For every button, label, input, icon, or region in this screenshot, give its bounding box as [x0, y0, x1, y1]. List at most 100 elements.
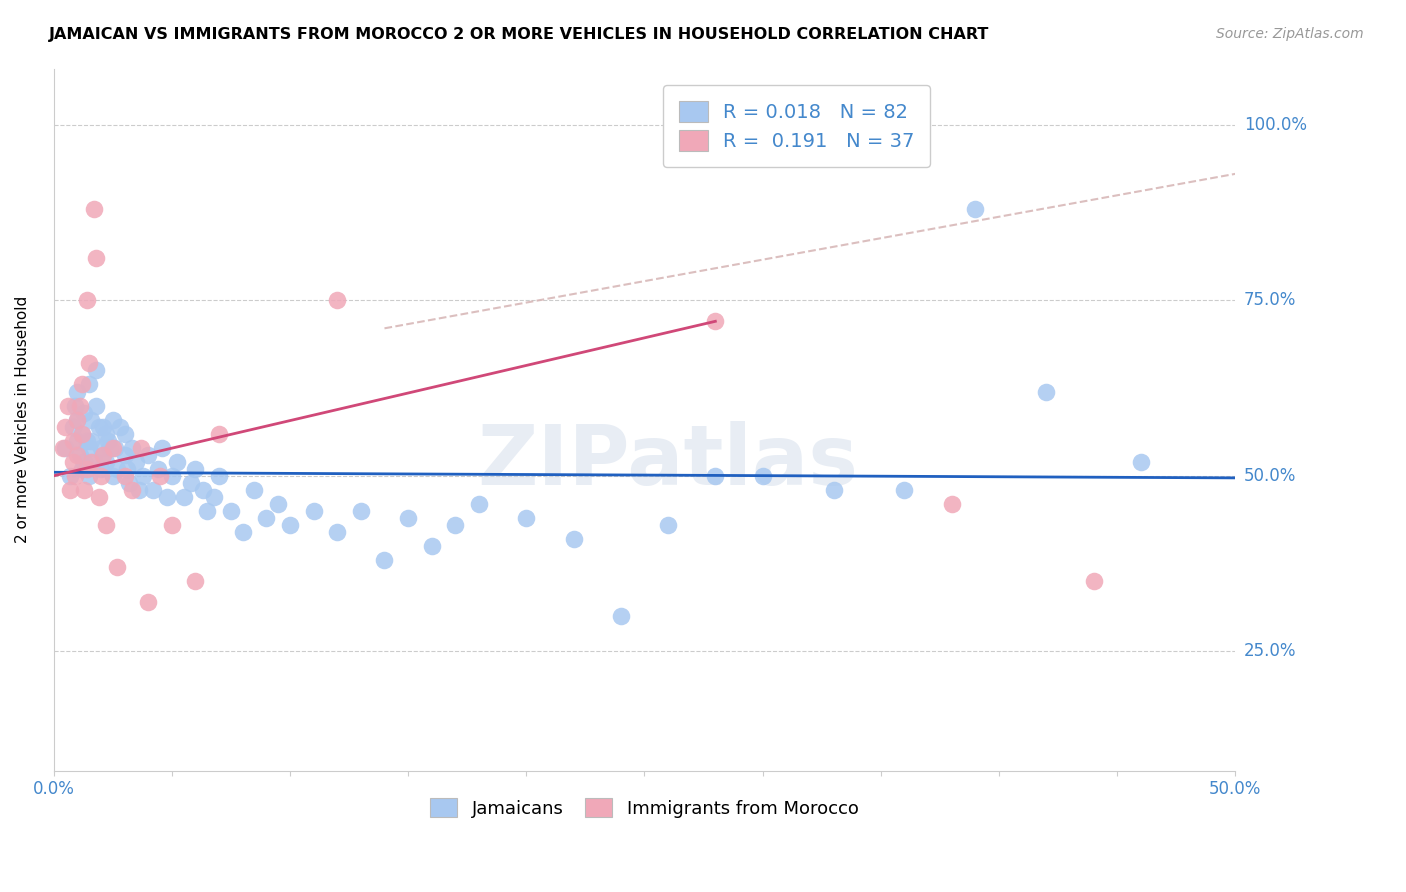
Point [195, 504, 218, 518]
Point [80, 434, 103, 448]
Point [73, 483, 96, 497]
Point [73, 455, 96, 469]
Point [91, 448, 114, 462]
Point [160, 517, 183, 532]
Point [107, 560, 129, 574]
Point [704, 314, 727, 328]
Point [232, 524, 254, 539]
Point [115, 462, 138, 476]
Point [77, 468, 100, 483]
Point [90, 462, 112, 476]
Point [98, 441, 121, 455]
Point [128, 483, 150, 497]
Point [114, 426, 136, 441]
Point [208, 426, 231, 441]
Point [184, 462, 207, 476]
Point [468, 497, 491, 511]
Point [77, 377, 100, 392]
Point [562, 532, 585, 546]
Point [83, 455, 105, 469]
Point [66, 434, 89, 448]
Point [80, 455, 103, 469]
Point [132, 468, 155, 483]
Point [104, 441, 127, 455]
Point [70, 377, 93, 392]
Point [114, 448, 136, 462]
Point [1129, 455, 1152, 469]
Point [191, 483, 214, 497]
Point [219, 504, 242, 518]
Point [121, 441, 143, 455]
Point [751, 468, 773, 483]
Point [94, 455, 117, 469]
Point [965, 202, 987, 216]
Point [350, 504, 373, 518]
Point [63, 468, 86, 483]
Point [136, 448, 159, 462]
Point [243, 483, 266, 497]
Point [166, 455, 188, 469]
Point [1083, 574, 1105, 588]
Point [610, 609, 633, 624]
Point [66, 448, 89, 462]
Point [254, 511, 277, 525]
Point [63, 399, 86, 413]
Point [69, 448, 91, 462]
Point [62, 419, 84, 434]
Point [156, 490, 179, 504]
Point [76, 462, 98, 476]
Point [108, 419, 131, 434]
Point [52, 441, 75, 455]
Point [278, 517, 301, 532]
Text: 100.0%: 100.0% [1244, 116, 1306, 134]
Point [66, 412, 89, 426]
Point [114, 468, 136, 483]
Point [94, 517, 117, 532]
Point [84, 363, 107, 377]
Point [142, 483, 165, 497]
Point [59, 468, 82, 483]
Point [55, 441, 77, 455]
Point [657, 517, 679, 532]
Text: Source: ZipAtlas.com: Source: ZipAtlas.com [1216, 27, 1364, 41]
Point [84, 251, 107, 265]
Point [326, 524, 349, 539]
Point [1035, 384, 1057, 399]
Point [83, 202, 105, 216]
Point [396, 511, 419, 525]
Point [184, 574, 207, 588]
Point [97, 434, 120, 448]
Text: ZIPatlas: ZIPatlas [478, 421, 859, 502]
Legend: Jamaicans, Immigrants from Morocco: Jamaicans, Immigrants from Morocco [423, 790, 866, 825]
Point [56, 399, 79, 413]
Point [941, 497, 963, 511]
Point [77, 356, 100, 370]
Point [704, 468, 727, 483]
Point [136, 595, 159, 609]
Point [87, 419, 110, 434]
Point [302, 504, 325, 518]
Point [101, 441, 124, 455]
Point [59, 483, 82, 497]
Point [893, 483, 915, 497]
Point [91, 419, 114, 434]
Point [101, 468, 124, 483]
Point [107, 462, 129, 476]
Point [76, 434, 98, 448]
Point [55, 419, 77, 434]
Point [70, 462, 93, 476]
Point [73, 406, 96, 420]
Point [129, 441, 152, 455]
Point [373, 553, 395, 567]
Point [125, 455, 148, 469]
Point [149, 468, 172, 483]
Point [823, 483, 845, 497]
Point [70, 426, 93, 441]
Point [515, 511, 537, 525]
Text: 75.0%: 75.0% [1244, 291, 1296, 310]
Point [150, 441, 173, 455]
Point [121, 483, 143, 497]
Point [80, 412, 103, 426]
Y-axis label: 2 or more Vehicles in Household: 2 or more Vehicles in Household [15, 296, 30, 543]
Point [173, 490, 195, 504]
